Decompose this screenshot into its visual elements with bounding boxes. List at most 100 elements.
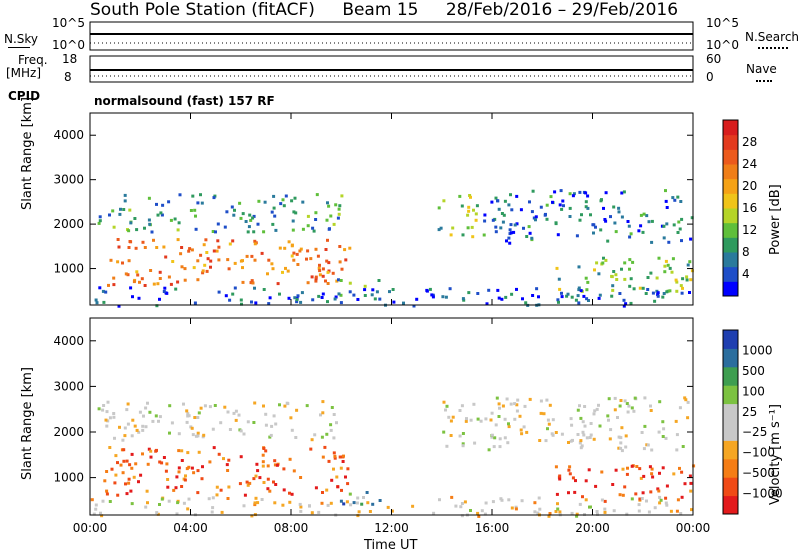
data-cell — [588, 436, 592, 439]
data-cell — [249, 281, 253, 285]
data-cell — [105, 489, 109, 493]
data-cell — [598, 293, 602, 297]
data-cell — [444, 295, 448, 299]
x-tick-label: 20:00 — [575, 521, 610, 535]
data-cell — [273, 459, 277, 463]
data-cell — [619, 446, 623, 450]
data-cell — [126, 273, 130, 277]
data-cell — [177, 432, 181, 436]
data-cell — [639, 476, 643, 480]
data-cell — [661, 466, 665, 470]
data-cell — [141, 452, 144, 456]
data-cell — [256, 222, 260, 226]
data-cell — [222, 457, 225, 461]
data-cell — [619, 441, 623, 445]
data-cell — [629, 301, 633, 305]
data-cell — [515, 409, 519, 413]
data-cell — [494, 225, 498, 229]
data-cell — [273, 214, 277, 218]
data-cell — [437, 206, 441, 210]
data-cell — [558, 287, 562, 291]
data-cell — [113, 481, 117, 485]
data-cell — [257, 199, 261, 203]
data-cell — [619, 399, 623, 402]
data-cell — [676, 231, 680, 234]
data-cell — [183, 478, 187, 482]
data-cell — [678, 227, 682, 231]
data-cell — [314, 247, 318, 251]
data-cell — [228, 428, 232, 431]
data-cell — [623, 485, 627, 489]
data-cell — [193, 301, 197, 305]
data-cell — [155, 246, 159, 249]
data-cell — [621, 493, 625, 497]
data-cell — [108, 416, 112, 420]
time-axis: 00:00 04:00 08:00 12:00 16:00 20:00 00:00 — [73, 113, 710, 535]
data-cell — [169, 218, 173, 222]
colorbar-tick-label: 28 — [742, 135, 757, 149]
data-cell — [469, 195, 472, 199]
data-cell — [544, 439, 548, 443]
data-cell — [112, 276, 116, 280]
data-cell — [651, 475, 655, 479]
data-cell — [138, 280, 141, 284]
colorbar-segment — [723, 458, 738, 478]
freq-unit-label: [MHz] — [6, 66, 42, 80]
data-cell — [266, 487, 270, 491]
data-cell — [595, 510, 599, 513]
data-cell — [542, 412, 546, 416]
data-cell — [503, 436, 507, 440]
data-cell — [108, 446, 112, 449]
data-cell — [628, 284, 632, 288]
data-cell — [194, 227, 198, 231]
data-cell — [498, 445, 502, 449]
data-cell — [317, 266, 321, 270]
data-cell — [515, 403, 519, 407]
data-cell — [177, 466, 181, 470]
data-cell — [231, 292, 235, 296]
data-cell — [554, 465, 558, 469]
data-cell — [199, 253, 203, 257]
data-cell — [626, 410, 630, 414]
data-cell — [167, 499, 171, 503]
data-cell — [577, 265, 581, 269]
data-cell — [680, 495, 684, 499]
data-cell — [338, 204, 342, 208]
data-cell — [466, 213, 470, 217]
data-cell — [170, 421, 174, 425]
data-cell — [348, 290, 352, 294]
data-cell — [217, 290, 221, 294]
data-cell — [314, 275, 318, 279]
data-cell — [578, 502, 582, 506]
data-cell — [216, 239, 220, 243]
colorbar-segment — [723, 366, 738, 386]
data-cell — [258, 476, 262, 480]
data-cell — [658, 495, 662, 499]
data-cell — [226, 258, 230, 262]
data-cell — [472, 208, 475, 212]
colorbar-segment — [723, 330, 738, 349]
data-cell — [231, 239, 235, 243]
data-cell — [215, 485, 219, 489]
beam-label: Beam 15 — [342, 0, 419, 20]
data-cell — [490, 433, 494, 437]
data-cell — [254, 496, 258, 500]
colorbar-segment — [723, 403, 738, 423]
data-cell — [278, 246, 282, 250]
data-cell — [582, 433, 586, 437]
data-cell — [162, 290, 166, 293]
data-cell — [497, 207, 501, 211]
data-cell — [656, 294, 660, 298]
data-cell — [271, 222, 275, 226]
data-cell — [321, 267, 325, 271]
data-cell — [575, 512, 579, 516]
data-cell — [572, 192, 576, 196]
data-cell — [166, 485, 170, 489]
data-cell — [321, 411, 325, 415]
data-cell — [158, 415, 162, 419]
data-cell — [536, 511, 540, 515]
data-cell — [295, 300, 299, 304]
data-cell — [290, 492, 294, 496]
data-cell — [370, 293, 374, 297]
data-cell — [425, 289, 429, 293]
